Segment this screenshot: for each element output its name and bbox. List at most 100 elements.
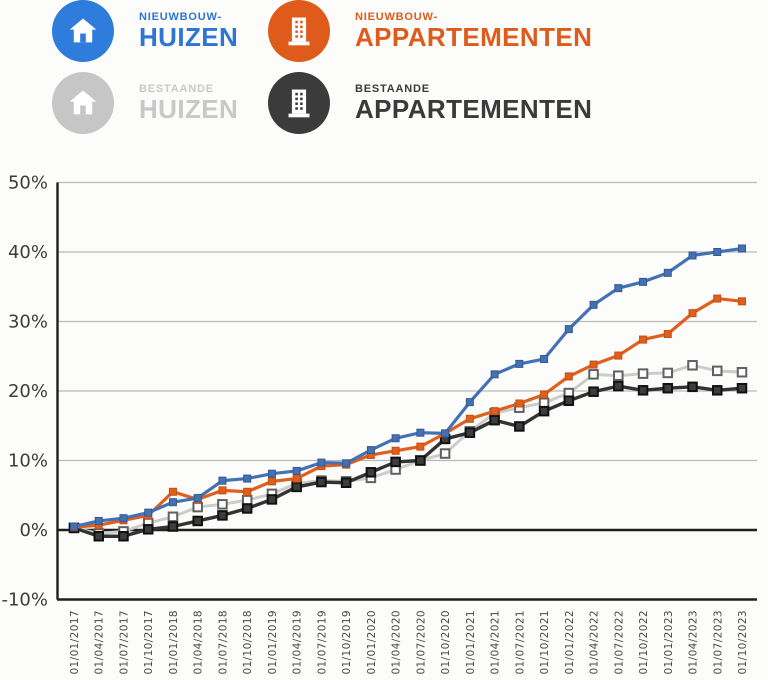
data-point-marker — [167, 521, 179, 532]
data-point-marker — [515, 359, 524, 368]
data-point-marker — [563, 395, 575, 406]
x-axis-tick-label: 01/01/2019 — [267, 610, 279, 675]
legend-sublabel: BESTAANDE — [139, 83, 214, 95]
data-point-marker — [736, 382, 748, 394]
x-axis-tick-label: 01/04/2017 — [94, 610, 106, 675]
data-point-marker — [613, 380, 624, 392]
x-axis-tick-label: 01/01/2020 — [366, 610, 378, 675]
x-axis-tick-label: 01/04/2022 — [589, 610, 601, 675]
data-point-marker — [465, 398, 474, 407]
x-axis-tick-label: 01/07/2019 — [316, 610, 328, 675]
data-point-marker — [94, 516, 103, 525]
x-axis-tick-label: 01/07/2018 — [217, 610, 229, 675]
data-point-marker — [217, 499, 228, 510]
house-icon — [52, 0, 114, 62]
data-point-marker — [439, 448, 451, 459]
y-axis-tick-label: 50% — [8, 173, 48, 194]
legend-item-bestaande-appartementen: BESTAANDE APPARTEMENTEN — [268, 72, 592, 134]
x-axis-tick-label: 01/10/2021 — [539, 610, 551, 675]
data-point-marker — [639, 277, 648, 286]
data-point-marker — [688, 309, 697, 318]
x-axis-tick-label: 01/10/2022 — [638, 610, 650, 675]
data-point-marker — [267, 469, 276, 478]
data-point-marker — [688, 251, 697, 260]
data-point-marker — [738, 244, 746, 253]
data-point-marker — [142, 524, 154, 535]
y-axis-tick-label: 10% — [8, 451, 48, 472]
series-line — [73, 296, 743, 529]
data-point-marker — [515, 399, 524, 408]
data-point-marker — [464, 427, 476, 438]
data-point-marker — [589, 360, 598, 369]
x-axis-tick-label: 01/07/2021 — [514, 610, 526, 675]
data-point-marker — [391, 446, 400, 455]
data-point-marker — [70, 522, 78, 531]
data-point-marker — [168, 487, 177, 496]
data-point-marker — [538, 397, 550, 409]
data-point-marker — [391, 434, 400, 443]
data-point-marker — [192, 501, 203, 513]
data-point-marker — [713, 248, 722, 256]
x-axis-tick-label: 01/01/2021 — [465, 610, 477, 675]
data-point-marker — [687, 360, 698, 371]
data-point-marker — [390, 456, 401, 468]
data-point-marker — [416, 428, 425, 437]
legend-label: HUIZEN — [139, 22, 239, 52]
data-point-marker — [217, 510, 228, 521]
y-axis-tick-label: 30% — [8, 312, 48, 333]
data-point-marker — [564, 372, 573, 381]
legend-sublabel: NIEUWBOUW- — [355, 11, 438, 23]
x-axis-tick-label: 01/07/2017 — [118, 610, 130, 675]
data-point-marker — [637, 385, 649, 396]
data-point-marker — [340, 477, 352, 488]
data-point-marker — [663, 330, 672, 339]
x-axis-tick-label: 01/04/2019 — [292, 610, 304, 675]
data-point-marker — [267, 477, 276, 486]
data-point-marker — [416, 442, 425, 451]
data-point-marker — [292, 466, 301, 475]
apartment-icon — [268, 72, 330, 134]
data-point-marker — [218, 476, 227, 485]
data-point-marker — [167, 511, 179, 523]
x-axis-tick-label: 01/10/2018 — [242, 610, 254, 675]
x-axis-tick-label: 01/04/2023 — [688, 610, 700, 675]
data-point-marker — [218, 486, 227, 495]
series-bestaande-appartementen — [68, 380, 748, 542]
data-point-marker — [540, 390, 549, 399]
series-line — [73, 363, 743, 535]
data-point-marker — [588, 369, 599, 380]
y-axis-tick-label: -10% — [1, 590, 48, 611]
series-nieuwbouw-huizen — [70, 244, 746, 531]
data-point-marker — [538, 405, 550, 417]
data-point-marker — [662, 382, 674, 394]
data-point-marker — [292, 474, 301, 483]
data-point-marker — [514, 421, 525, 432]
data-point-marker — [738, 297, 746, 306]
series-line — [73, 384, 743, 538]
legend-item-nieuwbouw-huizen: NIEUWBOUW- HUIZEN — [52, 0, 238, 62]
data-point-marker — [365, 467, 377, 478]
data-point-marker — [489, 414, 500, 426]
x-axis-tick-label: 01/10/2017 — [143, 610, 155, 675]
data-point-marker — [192, 515, 203, 527]
data-point-marker — [614, 351, 623, 360]
x-axis-tick-label: 01/07/2023 — [712, 610, 724, 675]
data-point-marker — [241, 503, 253, 514]
data-point-marker — [317, 458, 326, 467]
data-point-marker — [342, 459, 351, 468]
x-axis-tick-label: 01/10/2019 — [341, 610, 353, 675]
data-point-marker — [291, 481, 302, 493]
data-point-marker — [613, 370, 624, 381]
legend-item-nieuwbouw-appartementen: NIEUWBOUW- APPARTEMENTEN — [268, 0, 592, 62]
x-axis-tick-label: 01/01/2017 — [69, 610, 81, 675]
legend-sublabel: NIEUWBOUW- — [139, 11, 222, 23]
data-point-marker — [193, 494, 202, 503]
x-axis-tick-label: 01/10/2020 — [440, 610, 452, 675]
x-axis-tick-label: 01/04/2021 — [490, 610, 502, 675]
house-icon — [52, 72, 114, 134]
data-point-marker — [589, 300, 598, 309]
x-axis-tick-label: 01/04/2020 — [391, 610, 403, 675]
legend-label: APPARTEMENTEN — [355, 94, 593, 124]
data-point-marker — [465, 414, 474, 423]
